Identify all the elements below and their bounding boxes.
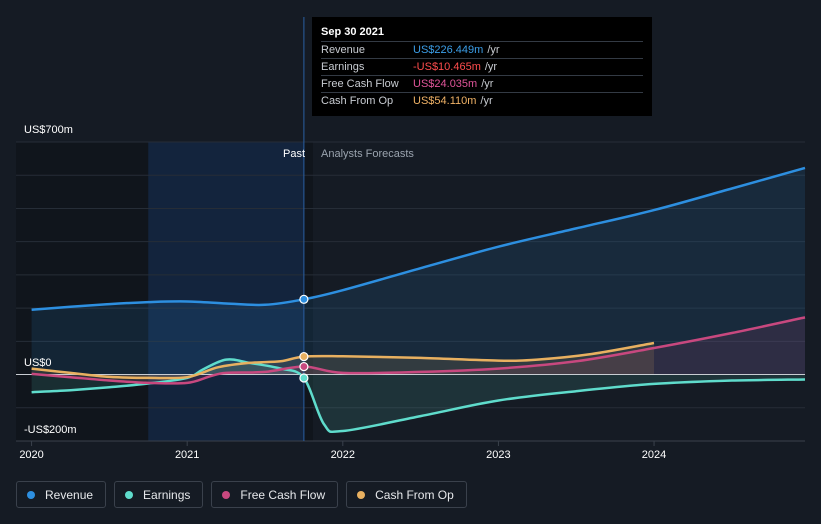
marker-free-cash-flow [299, 361, 309, 372]
tooltip-unit: /yr [481, 78, 494, 90]
x-tick-label: 2022 [331, 449, 355, 461]
y-label-zero: US$0 [24, 357, 52, 369]
tooltip-value: US$226.449m [413, 44, 484, 56]
tooltip-unit: /yr [480, 95, 493, 107]
line-revenue [31, 166, 806, 312]
line-cash-from-op [31, 341, 655, 380]
legend-item-earnings[interactable]: Earnings [114, 481, 204, 508]
area-free-cash-flow [31, 317, 806, 384]
tooltip-label: Free Cash Flow [321, 78, 399, 90]
forecast-label: Analysts Forecasts [321, 148, 414, 160]
tooltip-unit: /yr [484, 61, 498, 73]
tooltip-date: Sep 30 2021 [321, 26, 384, 38]
tooltip-value: -US$10.465m [413, 61, 481, 73]
past-label: Past [283, 148, 305, 160]
tooltip-row-cash-from-op: Cash From Op US$54.110m /yr [321, 92, 643, 109]
tooltip-row-free-cash-flow: Free Cash Flow US$24.035m /yr [321, 75, 643, 92]
tooltip-label: Cash From Op [321, 95, 394, 107]
x-tick-label: 2023 [486, 449, 510, 461]
tooltip-label: Revenue [321, 44, 366, 56]
legend-item-cash-from-op[interactable]: Cash From Op [346, 481, 467, 508]
legend: Revenue Earnings Free Cash Flow Cash Fro… [16, 481, 467, 508]
area-earnings [31, 359, 806, 432]
legend-label: Earnings [143, 487, 191, 502]
marker-cash-from-op [299, 351, 309, 362]
legend-dot-icon [27, 490, 35, 499]
tooltip-row-earnings: Earnings -US$10.465m /yr [321, 58, 643, 75]
tooltip-label: Earnings [321, 61, 365, 73]
series-dots [299, 294, 309, 383]
legend-item-free-cash-flow[interactable]: Free Cash Flow [211, 481, 339, 508]
highlight-band [148, 142, 304, 441]
tooltip-row-revenue: Revenue US$226.449m /yr [321, 41, 643, 58]
x-tick-label: 2020 [19, 449, 43, 461]
tooltip-value: US$54.110m [413, 95, 477, 107]
y-label-top: US$700m [24, 124, 73, 136]
line-free-cash-flow [31, 316, 806, 385]
x-tick-label: 2021 [175, 449, 199, 461]
x-ticks: 2020 2021 2022 2023 2024 [19, 441, 666, 461]
tooltip-value: US$24.035m [413, 78, 478, 90]
legend-dot-icon [222, 490, 231, 499]
marker-earnings [299, 373, 309, 383]
series-lines [31, 166, 806, 434]
legend-label: Free Cash Flow [240, 487, 326, 502]
legend-label: Cash From Op [375, 487, 454, 502]
legend-dot-icon [357, 490, 366, 499]
area-revenue [31, 167, 806, 375]
y-label-bottom: -US$200m [24, 424, 77, 436]
gridlines [16, 141, 805, 442]
legend-dot-icon [125, 490, 134, 499]
legend-label: Revenue [45, 487, 94, 502]
tooltip: Sep 30 2021 Revenue US$226.449m /yr Earn… [312, 17, 652, 116]
marker-revenue [299, 294, 309, 304]
x-tick-label: 2024 [642, 449, 666, 461]
tooltip-unit: /yr [487, 44, 500, 56]
legend-item-revenue[interactable]: Revenue [16, 481, 107, 508]
